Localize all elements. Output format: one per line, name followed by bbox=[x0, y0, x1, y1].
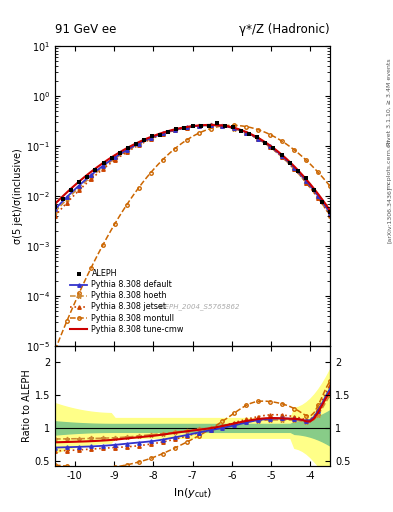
ALEPH bbox=[328, 208, 332, 215]
ALEPH bbox=[93, 167, 98, 174]
ALEPH bbox=[141, 137, 146, 143]
X-axis label: $\ln(y_{\rm cut})$: $\ln(y_{\rm cut})$ bbox=[173, 486, 212, 500]
ALEPH bbox=[198, 123, 203, 129]
Line: Pythia 8.308 jetset: Pythia 8.308 jetset bbox=[53, 123, 332, 218]
Pythia 8.308 hoeth bbox=[53, 209, 57, 215]
ALEPH bbox=[77, 179, 82, 185]
ALEPH bbox=[206, 123, 211, 129]
Pythia 8.308 hoeth bbox=[116, 153, 121, 159]
Pythia 8.308 montull bbox=[53, 347, 57, 353]
Text: [arXiv:1306.3436]: [arXiv:1306.3436] bbox=[387, 187, 391, 243]
ALEPH bbox=[150, 133, 154, 139]
ALEPH bbox=[222, 123, 227, 129]
Pythia 8.308 jetset bbox=[116, 154, 121, 160]
ALEPH bbox=[312, 187, 316, 193]
ALEPH bbox=[215, 120, 219, 126]
Text: mcplots.cern.ch: mcplots.cern.ch bbox=[387, 139, 391, 189]
ALEPH bbox=[174, 126, 179, 132]
Pythia 8.308 tune-cmw bbox=[204, 122, 209, 128]
Pythia 8.308 montull bbox=[328, 183, 332, 189]
ALEPH bbox=[166, 130, 171, 136]
Pythia 8.308 jetset bbox=[53, 213, 57, 219]
Pythia 8.308 default bbox=[328, 210, 332, 216]
Pythia 8.308 montull bbox=[116, 214, 121, 220]
ALEPH bbox=[231, 124, 235, 130]
ALEPH bbox=[263, 140, 268, 146]
ALEPH bbox=[320, 199, 324, 205]
Pythia 8.308 hoeth bbox=[204, 122, 209, 129]
Pythia 8.308 tune-cmw bbox=[328, 207, 332, 214]
Pythia 8.308 jetset bbox=[288, 162, 293, 168]
ALEPH bbox=[85, 174, 90, 180]
Pythia 8.308 jetset bbox=[88, 176, 93, 182]
ALEPH bbox=[190, 122, 195, 129]
Line: Pythia 8.308 tune-cmw: Pythia 8.308 tune-cmw bbox=[55, 125, 330, 210]
Pythia 8.308 jetset bbox=[136, 142, 141, 148]
ALEPH bbox=[118, 151, 122, 157]
Line: ALEPH: ALEPH bbox=[53, 121, 332, 214]
Pythia 8.308 default bbox=[88, 172, 93, 178]
Pythia 8.308 hoeth bbox=[88, 174, 93, 180]
Text: 91 GeV ee: 91 GeV ee bbox=[55, 23, 116, 36]
Pythia 8.308 montull bbox=[88, 265, 93, 271]
Legend: ALEPH, Pythia 8.308 default, Pythia 8.308 hoeth, Pythia 8.308 jetset, Pythia 8.3: ALEPH, Pythia 8.308 default, Pythia 8.30… bbox=[67, 267, 186, 336]
ALEPH bbox=[109, 155, 114, 161]
Pythia 8.308 montull bbox=[288, 144, 293, 150]
Pythia 8.308 jetset bbox=[292, 166, 297, 172]
Pythia 8.308 default bbox=[292, 164, 297, 170]
Text: ALEPH_2004_S5765862: ALEPH_2004_S5765862 bbox=[156, 304, 240, 310]
ALEPH bbox=[247, 131, 252, 137]
Pythia 8.308 default bbox=[53, 206, 57, 212]
ALEPH bbox=[296, 168, 300, 174]
Line: Pythia 8.308 montull: Pythia 8.308 montull bbox=[53, 123, 332, 352]
Pythia 8.308 tune-cmw bbox=[292, 163, 297, 169]
Pythia 8.308 tune-cmw bbox=[116, 150, 121, 156]
Pythia 8.308 montull bbox=[228, 122, 233, 129]
Pythia 8.308 jetset bbox=[328, 212, 332, 219]
Pythia 8.308 montull bbox=[292, 147, 297, 153]
Pythia 8.308 default bbox=[208, 122, 213, 128]
ALEPH bbox=[271, 145, 276, 151]
Pythia 8.308 tune-cmw bbox=[208, 122, 213, 128]
Pythia 8.308 jetset bbox=[204, 122, 209, 129]
ALEPH bbox=[287, 160, 292, 166]
Pythia 8.308 hoeth bbox=[208, 122, 213, 129]
ALEPH bbox=[125, 145, 130, 151]
ALEPH bbox=[303, 175, 308, 181]
ALEPH bbox=[239, 128, 244, 134]
Pythia 8.308 default bbox=[136, 140, 141, 146]
Y-axis label: Ratio to ALEPH: Ratio to ALEPH bbox=[22, 370, 32, 442]
Pythia 8.308 hoeth bbox=[288, 162, 293, 168]
ALEPH bbox=[69, 187, 73, 194]
Text: Rivet 3.1.10, ≥ 3.4M events: Rivet 3.1.10, ≥ 3.4M events bbox=[387, 58, 391, 146]
Pythia 8.308 montull bbox=[204, 127, 209, 133]
ALEPH bbox=[53, 204, 57, 210]
Pythia 8.308 tune-cmw bbox=[88, 169, 93, 175]
Pythia 8.308 jetset bbox=[208, 122, 213, 129]
Pythia 8.308 hoeth bbox=[328, 212, 332, 219]
Pythia 8.308 default bbox=[204, 122, 209, 129]
Pythia 8.308 default bbox=[116, 152, 121, 158]
Y-axis label: σ(5 jet)/σ(inclusive): σ(5 jet)/σ(inclusive) bbox=[13, 148, 23, 244]
Line: Pythia 8.308 default: Pythia 8.308 default bbox=[53, 123, 332, 215]
ALEPH bbox=[134, 141, 138, 147]
Pythia 8.308 hoeth bbox=[136, 141, 141, 147]
Pythia 8.308 tune-cmw bbox=[136, 139, 141, 145]
ALEPH bbox=[101, 160, 106, 166]
ALEPH bbox=[182, 125, 187, 131]
ALEPH bbox=[255, 134, 260, 140]
Pythia 8.308 tune-cmw bbox=[288, 159, 293, 165]
Line: Pythia 8.308 hoeth: Pythia 8.308 hoeth bbox=[53, 123, 332, 218]
Pythia 8.308 tune-cmw bbox=[53, 201, 57, 207]
Pythia 8.308 montull bbox=[136, 185, 141, 191]
Pythia 8.308 hoeth bbox=[292, 166, 297, 172]
Pythia 8.308 default bbox=[288, 161, 293, 167]
Text: γ*/Z (Hadronic): γ*/Z (Hadronic) bbox=[239, 23, 330, 36]
ALEPH bbox=[279, 153, 284, 159]
ALEPH bbox=[158, 132, 163, 138]
ALEPH bbox=[61, 196, 66, 202]
